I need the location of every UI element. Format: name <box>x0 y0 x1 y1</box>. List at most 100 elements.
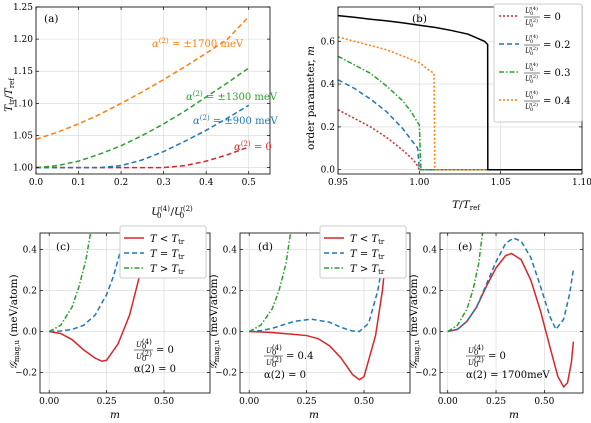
x-tick-label: 0.95 <box>328 178 348 188</box>
legend-b-frac-bottom: U(2) 0 <box>525 45 538 57</box>
legend-b: U(4) 0U(2) 0= 0U(4) 0U(2) 0= 0.2U(4) 0U(2) 0= … <box>493 3 583 123</box>
x-tick-label: 1.05 <box>491 178 511 188</box>
series-line-b-orange <box>338 36 582 171</box>
series-label-blue: α(2) = ±900 meV <box>193 114 278 127</box>
series-line-a-blue <box>36 104 250 169</box>
y-tick-label: −0.2 <box>415 368 437 378</box>
x-tick-label: 0.00 <box>239 397 259 407</box>
y-tick-label: 1.05 <box>13 131 33 141</box>
annotation-e-ratio: = 0 <box>488 351 506 362</box>
series-line-e-blue <box>447 237 575 333</box>
legend-b-frac-bottom: U(2) 0 <box>525 73 538 85</box>
annotation-d-alpha: α(2) = 0 <box>264 370 306 381</box>
annotation-c-ratio: = 0 <box>156 345 174 356</box>
legend-b-value: = 0.3 <box>543 68 570 79</box>
panel-b-label: (b) <box>412 13 427 25</box>
series-label-orange: α(2) = ±1700 meV <box>152 37 244 50</box>
legend-c-label: T < Ttr <box>150 234 185 246</box>
panel-b-ylabel: order parameter, m <box>305 46 317 150</box>
y-tick-label: 0.2 <box>321 123 335 133</box>
legend-c-label: T > Ttr <box>150 264 185 276</box>
x-tick-label: 0.0 <box>29 178 44 188</box>
y-tick-label: 1.10 <box>13 99 33 109</box>
y-tick-label: 0.4 <box>223 245 238 255</box>
plot-frame <box>439 232 584 394</box>
panel-a-ylabel: Ttr/Tref <box>3 77 16 112</box>
series-line-a-green <box>36 67 250 169</box>
series-line-a-red <box>36 146 249 169</box>
y-tick-label: 0.0 <box>23 327 38 337</box>
series-line-d-red <box>249 245 388 381</box>
panel-e-xlabel: m <box>509 409 519 421</box>
panel-a-xlabel: U(4) 0/U(2) 0 <box>151 205 193 220</box>
plot-a: 0.0 0.1 0.2 0.3 0.4 0.5 1.00 1.05 1.10 1.15 1.20 1.… <box>13 3 271 188</box>
svg-text:U(4)0: U(4) 0 <box>468 344 484 357</box>
plot-d: 0.00 0.25 0.50 −0.2 0.0 0.2 0.4 <box>215 232 411 407</box>
panel-d-ylabel: 𝒢mag,u (meV/atom) <box>208 274 221 369</box>
y-tick-label: 0.4 <box>321 80 336 90</box>
x-tick-label: 0.50 <box>534 397 554 407</box>
series-line-c-green <box>48 233 92 333</box>
legend-d-label: T < Ttr <box>350 234 385 246</box>
annotation-d-ratio: = 0.4 <box>286 351 313 362</box>
x-tick-label: 0.2 <box>114 178 128 188</box>
x-tick-label: 0.25 <box>486 397 506 407</box>
y-tick-label: 0.6 <box>321 37 336 47</box>
svg-text:U(4)0: U(4) 0 <box>136 338 152 351</box>
y-tick-label: 1.00 <box>13 164 33 174</box>
panel-a-label: (a) <box>44 13 58 25</box>
series-line-b-black <box>338 14 582 171</box>
legend-c-label: T = Ttr <box>150 249 185 261</box>
y-tick-label: 0.2 <box>223 286 237 296</box>
y-tick-label: 0.2 <box>423 286 437 296</box>
series-line-e-red <box>447 252 575 389</box>
plot-c: 0.00 0.25 0.50 −0.2 0.0 0.2 0.4 <box>15 232 211 407</box>
y-tick-label: 0.4 <box>423 245 438 255</box>
legend-b-frac-top: U(4) 0 <box>525 33 538 45</box>
y-tick-label: 1.15 <box>13 67 33 77</box>
annotation-e: U(4) 0 U(2) 0 = 0 α(2) = 1700meV <box>466 344 551 381</box>
series-label-red: α(2) = 0 <box>234 140 272 153</box>
svg-text:U(4)0: U(4) 0 <box>266 344 282 357</box>
x-tick-label: 0.5 <box>242 178 257 188</box>
y-tick-label: 0.0 <box>423 327 438 337</box>
series-line-d-blue <box>249 236 388 333</box>
x-tick-label: 1.00 <box>409 178 429 188</box>
series-line-c-red <box>49 233 151 362</box>
legend-b-value: = 0 <box>543 12 561 23</box>
x-tick-label: 0.50 <box>154 397 174 407</box>
series-line-c-blue <box>49 233 126 333</box>
x-tick-label: 0.4 <box>199 178 214 188</box>
y-tick-label: 0.4 <box>23 245 38 255</box>
panel-e-ylabel: 𝒢mag,u (meV/atom) <box>408 274 421 369</box>
annotation-d: U(4) 0 U(2) 0 = 0.4 α(2) = 0 <box>264 344 313 381</box>
annotation-c: U(4) 0 U(2) 0 = 0 α(2) = 0 <box>134 338 176 375</box>
legend-d-label: T > Ttr <box>350 264 385 276</box>
panel-c-ylabel: 𝒢mag,u (meV/atom) <box>8 274 21 369</box>
legend-c: T < Ttr T = Ttr T > Ttr <box>119 225 207 279</box>
svg-text:U(2)0: U(2) 0 <box>468 356 484 369</box>
y-tick-label: 1.20 <box>13 35 33 45</box>
series-line-a-orange <box>36 16 250 141</box>
annotation-c-alpha: α(2) = 0 <box>134 364 176 375</box>
panel-e-label: (e) <box>458 241 472 253</box>
panel-d-label: (d) <box>258 241 273 253</box>
legend-b-value: = 0.4 <box>543 96 570 107</box>
panel-c-xlabel: m <box>110 409 120 421</box>
x-tick-label: 0.3 <box>156 178 171 188</box>
panel-b-xlabel: T/Tref <box>452 199 481 212</box>
panel-d-xlabel: m <box>309 409 319 421</box>
legend-b-frac-bottom: U(2) 0 <box>525 101 538 113</box>
x-tick-label: 0.25 <box>97 397 117 407</box>
panel-c-label: (c) <box>56 241 70 253</box>
y-tick-label: 0.0 <box>321 166 336 176</box>
legend-d-label: T = Ttr <box>350 249 385 261</box>
legend-b-frac-top: U(4) 0 <box>525 5 538 17</box>
legend-b-frac-top: U(4) 0 <box>525 89 538 101</box>
legend-d: T < Ttr T = Ttr T > Ttr <box>319 225 407 279</box>
y-tick-label: 1.25 <box>13 3 33 13</box>
y-tick-label: −0.2 <box>215 368 237 378</box>
series-line-d-green <box>248 233 292 333</box>
legend-b-frac-top: U(4) 0 <box>525 61 538 73</box>
